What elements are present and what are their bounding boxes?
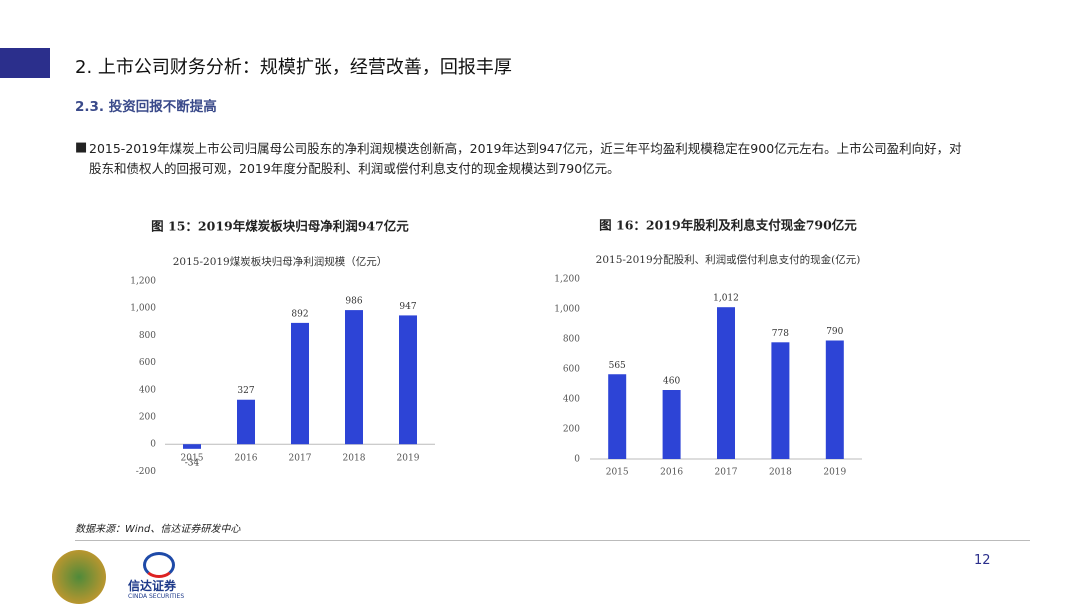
data-label: 892 (291, 309, 308, 319)
x-tick-label: 2019 (823, 468, 846, 478)
chart-subtitle: 2015-2019煤炭板块归母净利润规模（亿元） (173, 255, 388, 268)
x-tick-label: 2017 (289, 454, 312, 464)
data-label: 565 (609, 361, 626, 371)
bar (608, 374, 627, 459)
section-title: 2.3. 投资回报不断提高 (75, 99, 217, 115)
bar (662, 390, 681, 459)
bar (717, 307, 735, 459)
y-tick-label: 1,000 (554, 305, 580, 315)
y-tick-label: 600 (563, 365, 580, 375)
bar (825, 340, 844, 459)
y-tick-label: 800 (139, 331, 156, 341)
bar (345, 310, 363, 445)
x-tick-label: 2018 (769, 468, 792, 478)
data-label: 778 (772, 329, 789, 339)
x-tick-label: 2015 (181, 454, 204, 464)
y-tick-label: 600 (139, 358, 156, 368)
y-tick-label: -200 (136, 467, 156, 477)
footer-line (75, 540, 1030, 541)
bar (237, 399, 255, 445)
page-number: 12 (974, 553, 991, 568)
header-bar (0, 48, 50, 78)
data-label: 460 (663, 377, 680, 387)
y-tick-label: 1,000 (130, 304, 156, 314)
data-label: -34 (185, 458, 200, 468)
chart-subtitle: 2015-2019分配股利、利润或偿付利息支付的现金(亿元) (596, 253, 861, 266)
y-tick-label: 0 (574, 455, 580, 465)
logo-name: 信达证券 (128, 579, 177, 593)
data-label: 1,012 (713, 294, 739, 304)
y-tick-label: 200 (563, 425, 580, 435)
y-tick-label: 400 (139, 385, 156, 395)
source: 数据来源：Wind、信达证券研发中心 (75, 524, 241, 535)
y-tick-label: 200 (139, 413, 156, 423)
data-label: 790 (826, 327, 843, 337)
x-tick-label: 2017 (715, 468, 738, 478)
bullet: ■ (75, 140, 88, 155)
x-tick-label: 2015 (606, 468, 629, 478)
paragraph: 2015-2019年煤炭上市公司归属母公司股东的净利润规模迭创新高，2019年达… (89, 141, 962, 176)
y-tick-label: 1,200 (554, 275, 580, 285)
chart-title: 图 15：2019年煤炭板块归母净利润947亿元 (151, 219, 409, 234)
logo-english: CINDA SECURITIES (128, 593, 185, 600)
data-label: 947 (399, 302, 416, 312)
chart-title: 图 16：2019年股利及利息支付现金790亿元 (599, 218, 857, 233)
bar (291, 322, 309, 445)
association-logo (52, 550, 106, 604)
y-tick-label: 0 (150, 440, 156, 450)
data-label: 327 (237, 386, 254, 396)
y-tick-label: 400 (563, 395, 580, 405)
bar (183, 444, 201, 449)
bar (399, 315, 417, 445)
x-tick-label: 2016 (235, 454, 258, 464)
company-logo (143, 552, 175, 578)
slide-title: 2. 上市公司财务分析：规模扩张，经营改善，回报丰厚 (75, 57, 512, 78)
data-label: 986 (345, 297, 362, 307)
x-tick-label: 2018 (343, 454, 366, 464)
bar (771, 342, 790, 459)
y-tick-label: 800 (563, 335, 580, 345)
x-tick-label: 2016 (660, 468, 683, 478)
y-tick-label: 1,200 (130, 277, 156, 287)
x-tick-label: 2019 (397, 454, 420, 464)
